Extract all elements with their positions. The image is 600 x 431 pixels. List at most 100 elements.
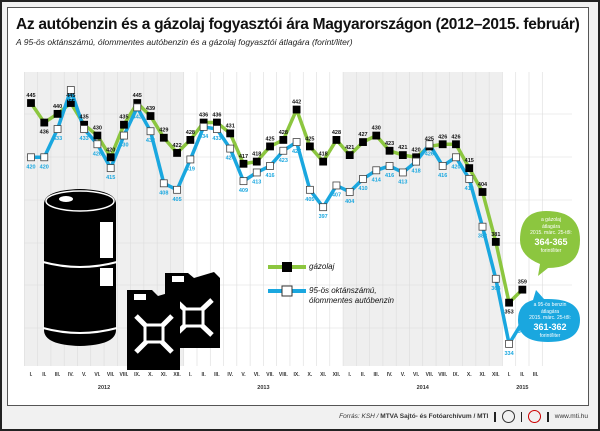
data-label: 410 <box>465 186 474 192</box>
data-point-marker <box>27 153 35 162</box>
data-label: 431 <box>226 123 235 129</box>
x-tick-label: IV. <box>68 372 74 378</box>
data-point-marker <box>226 129 235 138</box>
data-label: 427 <box>292 149 301 155</box>
data-point-marker <box>359 138 367 146</box>
data-label: 397 <box>319 214 328 220</box>
x-tick-label: XI. <box>320 372 327 378</box>
data-label: 381 <box>491 232 500 238</box>
data-point-marker <box>40 118 49 127</box>
x-tick-label: IX. <box>294 372 301 378</box>
data-label: 445 <box>26 93 35 99</box>
data-label: 420 <box>451 164 460 170</box>
data-point-marker <box>305 142 314 151</box>
data-label: 428 <box>186 130 195 136</box>
petrol-callout-unit: forint/liter <box>539 332 561 339</box>
x-tick-label: IV. <box>227 372 233 378</box>
data-label: 427 <box>358 132 367 138</box>
data-point-marker <box>66 99 75 107</box>
diesel-callout-value: 364-365 <box>534 236 568 247</box>
data-point-marker <box>319 157 328 166</box>
data-point-marker <box>412 157 421 166</box>
data-label: 426 <box>451 134 460 140</box>
data-label: 416 <box>385 173 394 179</box>
data-label: 419 <box>186 166 195 172</box>
data-point-marker <box>279 146 288 155</box>
data-point-marker <box>186 155 195 164</box>
data-point-marker <box>133 103 142 112</box>
data-point-marker <box>53 125 62 133</box>
data-label: 424 <box>226 156 236 162</box>
diesel-callout-line3: 2015. márc. 25-től: <box>530 230 572 236</box>
x-tick-label: XII. <box>173 372 181 378</box>
data-point-marker <box>438 162 447 170</box>
x-tick-label: IX. <box>134 372 141 378</box>
price-callouts <box>518 211 580 342</box>
data-label: 410 <box>358 186 367 192</box>
data-label: 420 <box>412 147 421 153</box>
data-point-marker <box>53 109 62 118</box>
data-point-marker <box>452 153 460 162</box>
x-tick-label: X. <box>308 372 313 378</box>
petrol-callout: a 95-ös benzin átlagára 2015. márc. 25-t… <box>519 302 581 339</box>
data-point-marker <box>438 140 447 149</box>
data-point-marker <box>93 131 102 140</box>
data-label: 433 <box>212 136 221 142</box>
x-tick-label: I. <box>348 372 351 378</box>
data-point-marker <box>385 146 394 155</box>
data-point-marker <box>425 140 434 149</box>
data-label: 420 <box>40 164 49 170</box>
x-tick-label: VI. <box>413 372 420 378</box>
data-point-marker <box>239 159 248 168</box>
x-tick-label: X. <box>467 372 472 378</box>
data-point-marker <box>465 175 474 183</box>
data-label: 388 <box>478 234 487 240</box>
year-label: 2013 <box>257 385 269 391</box>
x-tick-label: XI. <box>479 372 486 378</box>
x-tick-label: VII. <box>107 372 115 378</box>
data-label: 435 <box>119 115 128 121</box>
data-label: 409 <box>239 188 248 194</box>
data-label: 430 <box>119 143 128 149</box>
fuel-illustration <box>42 189 220 370</box>
data-point-marker <box>505 339 513 348</box>
petrol-callout-bubble <box>518 290 580 342</box>
x-tick-label: VII. <box>266 372 274 378</box>
data-label: 433 <box>53 136 62 142</box>
data-point-marker <box>146 127 155 136</box>
data-point-marker <box>266 142 274 151</box>
data-point-marker <box>398 151 407 160</box>
data-point-marker <box>106 164 115 173</box>
data-point-marker <box>173 185 181 194</box>
x-tick-label: IV. <box>387 372 393 378</box>
data-point-marker <box>319 203 328 212</box>
data-point-marker <box>385 162 394 170</box>
x-tick-label: V. <box>401 372 406 378</box>
x-tick-label: VI. <box>254 372 261 378</box>
data-point-marker <box>252 157 261 166</box>
legend-diesel-label: gázolaj <box>309 262 335 271</box>
data-label: 416 <box>438 173 447 179</box>
data-point-marker <box>80 125 89 133</box>
data-label: 418 <box>412 169 421 175</box>
data-point-marker <box>40 153 49 162</box>
oil-drum-icon <box>42 189 118 346</box>
data-label: 416 <box>265 173 274 179</box>
data-label: 353 <box>504 310 513 316</box>
data-point-marker <box>465 164 474 173</box>
x-tick-label: VII. <box>426 372 434 378</box>
data-point-marker <box>345 151 354 160</box>
data-label: 430 <box>93 126 102 132</box>
website-link[interactable]: www.mti.hu <box>554 413 588 420</box>
data-label: 420 <box>26 164 35 170</box>
footer: Forrás: KSH / MTVA Sajtó- és Fotóarchívu… <box>339 410 588 423</box>
data-label: 435 <box>80 115 89 121</box>
data-label: 429 <box>159 128 168 134</box>
diesel-callout-unit: forint/liter <box>540 247 562 254</box>
data-point-marker <box>66 86 75 94</box>
data-label: 432 <box>146 138 155 144</box>
data-label: 418 <box>319 152 328 158</box>
year-label: 2014 <box>417 385 430 391</box>
chart-subtitle: A 95-ös oktánszámú, ólommentes autóbenzi… <box>16 37 353 47</box>
data-label: 425 <box>305 136 314 142</box>
